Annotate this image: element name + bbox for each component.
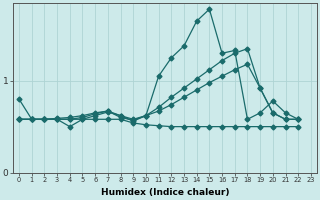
X-axis label: Humidex (Indice chaleur): Humidex (Indice chaleur) (101, 188, 229, 197)
